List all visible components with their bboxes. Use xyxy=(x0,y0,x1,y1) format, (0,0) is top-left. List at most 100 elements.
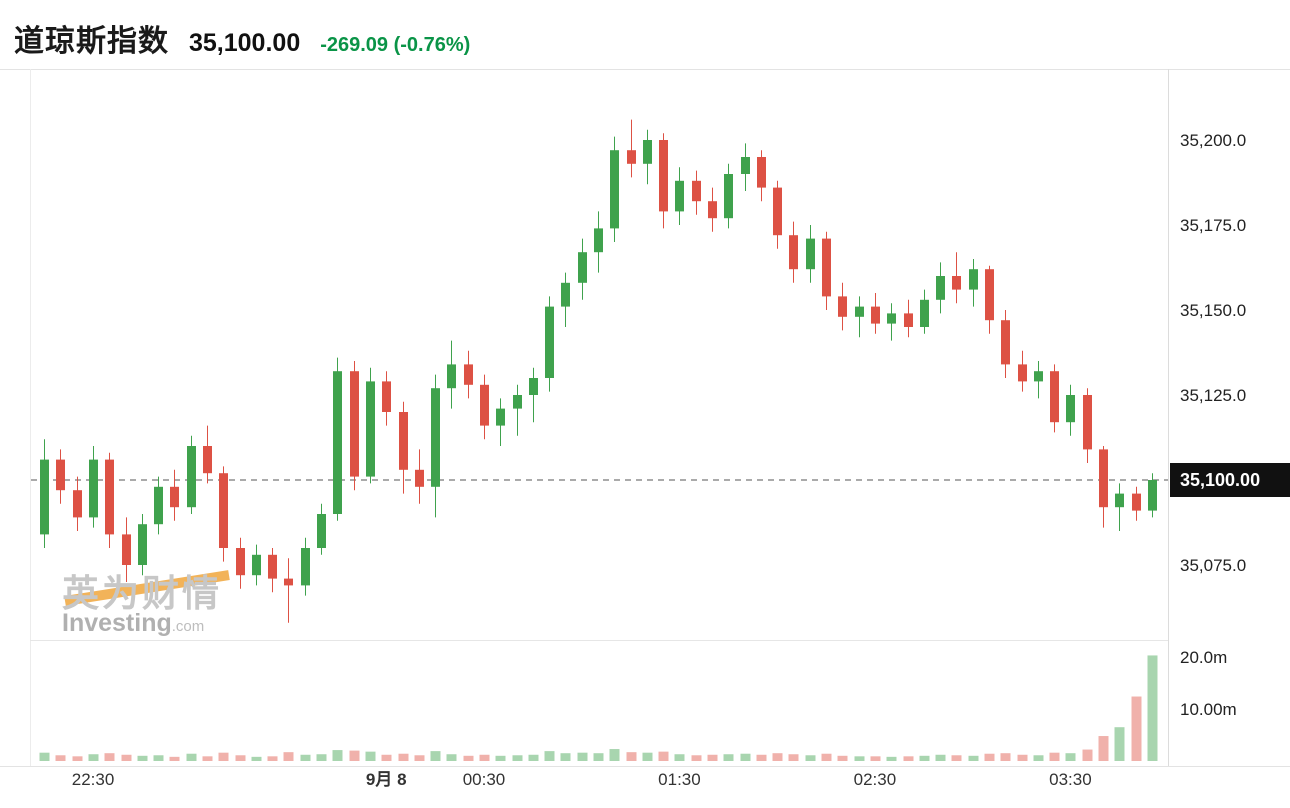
volume-bar[interactable] xyxy=(772,753,783,761)
candle[interactable] xyxy=(40,459,49,535)
candle[interactable] xyxy=(675,180,684,212)
candle[interactable] xyxy=(399,412,408,470)
candle[interactable] xyxy=(692,180,701,202)
candle[interactable] xyxy=(1099,449,1108,508)
candle[interactable] xyxy=(806,238,815,270)
volume-bar[interactable] xyxy=(1082,749,1093,761)
volume-bar[interactable] xyxy=(1033,755,1044,761)
volume-bar[interactable] xyxy=(593,753,604,761)
volume-bar[interactable] xyxy=(821,753,832,761)
candle[interactable] xyxy=(431,388,440,487)
candlestick-canvas[interactable]: 35,200.0 35,175.0 35,150.0 35,125.0 35,075.0… xyxy=(0,69,1290,792)
candle[interactable] xyxy=(366,381,375,477)
volume-bar[interactable] xyxy=(1065,753,1076,761)
candle[interactable] xyxy=(513,395,522,409)
candle[interactable] xyxy=(56,459,65,491)
candle[interactable] xyxy=(1034,371,1043,382)
volume-bar[interactable] xyxy=(886,756,897,761)
candle[interactable] xyxy=(138,524,147,565)
volume-bar[interactable] xyxy=(903,756,914,761)
candle[interactable] xyxy=(187,446,196,508)
volume-bar[interactable] xyxy=(626,752,637,761)
candle[interactable] xyxy=(904,313,913,327)
candle[interactable] xyxy=(529,378,538,395)
candle[interactable] xyxy=(594,228,603,253)
candle[interactable] xyxy=(203,446,212,474)
candle[interactable] xyxy=(610,150,619,229)
candle[interactable] xyxy=(1018,364,1027,382)
candle[interactable] xyxy=(480,384,489,426)
volume-bar[interactable] xyxy=(121,754,132,761)
candle[interactable] xyxy=(643,140,652,164)
volume-bar[interactable] xyxy=(756,754,767,761)
volume-bar[interactable] xyxy=(609,749,620,761)
candle[interactable] xyxy=(252,554,261,576)
volume-bar[interactable] xyxy=(935,754,946,761)
volume-bar[interactable] xyxy=(300,754,311,761)
volume-bar[interactable] xyxy=(153,755,164,761)
volume-bar[interactable] xyxy=(560,753,571,761)
volume-bar[interactable] xyxy=(577,752,588,761)
volume-bar[interactable] xyxy=(1017,754,1028,761)
volume-bar[interactable] xyxy=(691,755,702,761)
candle[interactable] xyxy=(105,459,114,535)
candle[interactable] xyxy=(122,534,131,565)
volume-bar[interactable] xyxy=(1114,727,1125,761)
candle[interactable] xyxy=(382,381,391,412)
candle[interactable] xyxy=(838,296,847,317)
candle[interactable] xyxy=(1050,371,1059,423)
volume-bar[interactable] xyxy=(430,751,441,761)
candle[interactable] xyxy=(464,364,473,385)
candle[interactable] xyxy=(936,276,945,300)
candle[interactable] xyxy=(447,364,456,389)
candle[interactable] xyxy=(1066,395,1075,423)
candle[interactable] xyxy=(545,306,554,378)
candle[interactable] xyxy=(659,140,668,212)
volume-bar[interactable] xyxy=(1131,696,1142,761)
candle[interactable] xyxy=(920,299,929,327)
candle[interactable] xyxy=(985,269,994,321)
candle[interactable] xyxy=(1148,480,1157,511)
volume-bar[interactable] xyxy=(446,754,457,761)
candle[interactable] xyxy=(578,252,587,283)
volume-bar[interactable] xyxy=(479,754,490,761)
volume-bar[interactable] xyxy=(235,755,246,761)
candle[interactable] xyxy=(317,514,326,548)
volume-bar[interactable] xyxy=(528,754,539,761)
volume-bar[interactable] xyxy=(283,752,294,761)
price-chart[interactable]: 35,200.0 35,175.0 35,150.0 35,125.0 35,075.0… xyxy=(0,69,1290,792)
volume-bar[interactable] xyxy=(984,753,995,761)
candle[interactable] xyxy=(822,238,831,297)
candle[interactable] xyxy=(789,235,798,270)
volume-bar[interactable] xyxy=(658,751,669,761)
candle[interactable] xyxy=(741,157,750,174)
volume-bar[interactable] xyxy=(349,750,360,761)
volume-bar[interactable] xyxy=(414,755,425,761)
volume-bar[interactable] xyxy=(544,751,555,761)
candle[interactable] xyxy=(708,201,717,219)
volume-bar[interactable] xyxy=(788,754,799,761)
candle[interactable] xyxy=(1132,493,1141,511)
volume-bar[interactable] xyxy=(381,754,392,761)
candle[interactable] xyxy=(170,486,179,508)
volume-bar[interactable] xyxy=(1000,753,1011,761)
candle[interactable] xyxy=(1083,395,1092,450)
candle[interactable] xyxy=(496,408,505,426)
volume-bar[interactable] xyxy=(202,756,213,761)
candle[interactable] xyxy=(952,276,961,290)
candle[interactable] xyxy=(561,282,570,307)
volume-bar[interactable] xyxy=(674,754,685,761)
volume-bar[interactable] xyxy=(316,754,327,761)
volume-bar[interactable] xyxy=(1147,655,1158,761)
volume-bar[interactable] xyxy=(805,755,816,761)
volume-bar[interactable] xyxy=(398,753,409,761)
volume-bar[interactable] xyxy=(968,755,979,761)
candle[interactable] xyxy=(301,548,310,586)
volume-bar[interactable] xyxy=(642,752,653,761)
volume-bar[interactable] xyxy=(740,753,751,761)
candle[interactable] xyxy=(1001,320,1010,365)
candle[interactable] xyxy=(350,371,359,477)
candle[interactable] xyxy=(284,578,293,586)
candle[interactable] xyxy=(757,157,766,188)
volume-bar[interactable] xyxy=(55,755,66,761)
